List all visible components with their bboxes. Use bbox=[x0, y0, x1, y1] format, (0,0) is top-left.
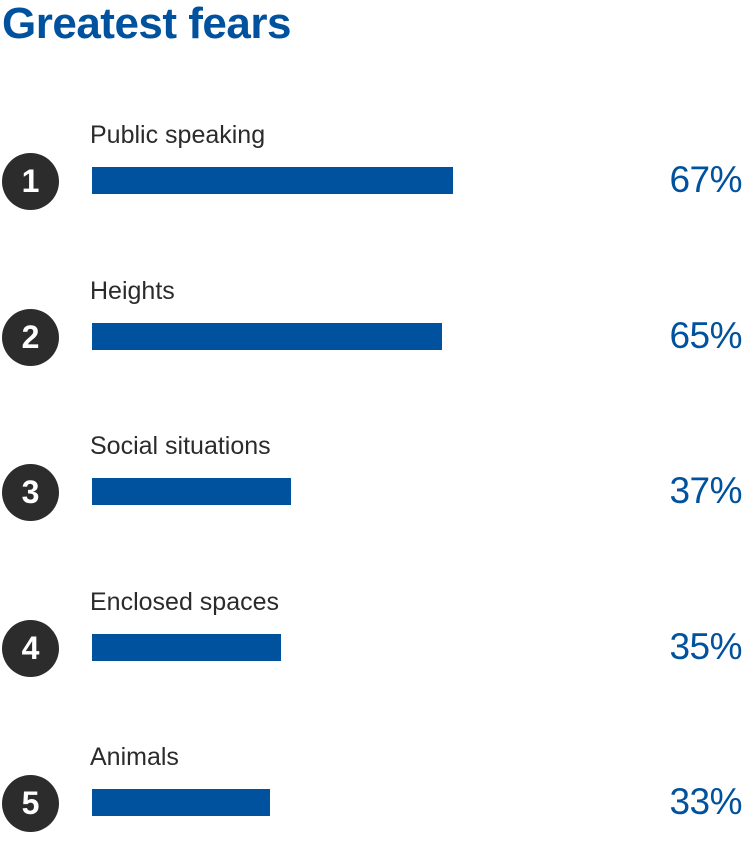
category-label: Heights bbox=[90, 276, 175, 305]
category-label: Animals bbox=[90, 743, 179, 771]
rank-badge: 1 bbox=[2, 153, 59, 210]
value-label: 65% bbox=[669, 314, 742, 356]
fear-row: Heights 2 65% bbox=[0, 276, 744, 396]
value-label: 67% bbox=[669, 159, 742, 200]
rank-badge: 2 bbox=[2, 308, 59, 366]
value-label: 35% bbox=[669, 625, 742, 667]
category-label: Social situations bbox=[90, 432, 271, 460]
rank-badge: 4 bbox=[2, 619, 59, 677]
fear-row: Animals 5 33% bbox=[0, 742, 744, 862]
category-label: Enclosed spaces bbox=[90, 587, 280, 616]
chart-title: Greatest fears bbox=[2, 0, 291, 48]
bar bbox=[92, 789, 270, 816]
bar bbox=[92, 633, 281, 661]
bar bbox=[92, 322, 442, 350]
rank-badge: 3 bbox=[2, 464, 59, 521]
fear-row: Social situations 3 37% bbox=[0, 431, 744, 551]
rank-badge: 5 bbox=[2, 775, 59, 832]
value-label: 37% bbox=[669, 470, 742, 511]
bar bbox=[92, 167, 453, 194]
value-label: 33% bbox=[669, 781, 742, 822]
fear-row: Public speaking 1 67% bbox=[0, 120, 744, 240]
category-label: Public speaking bbox=[90, 121, 266, 149]
fear-row: Enclosed spaces 4 35% bbox=[0, 587, 744, 707]
bar bbox=[92, 478, 291, 505]
fears-list: Public speaking 1 67% Heights 2 65% Social sit… bbox=[0, 120, 744, 832]
